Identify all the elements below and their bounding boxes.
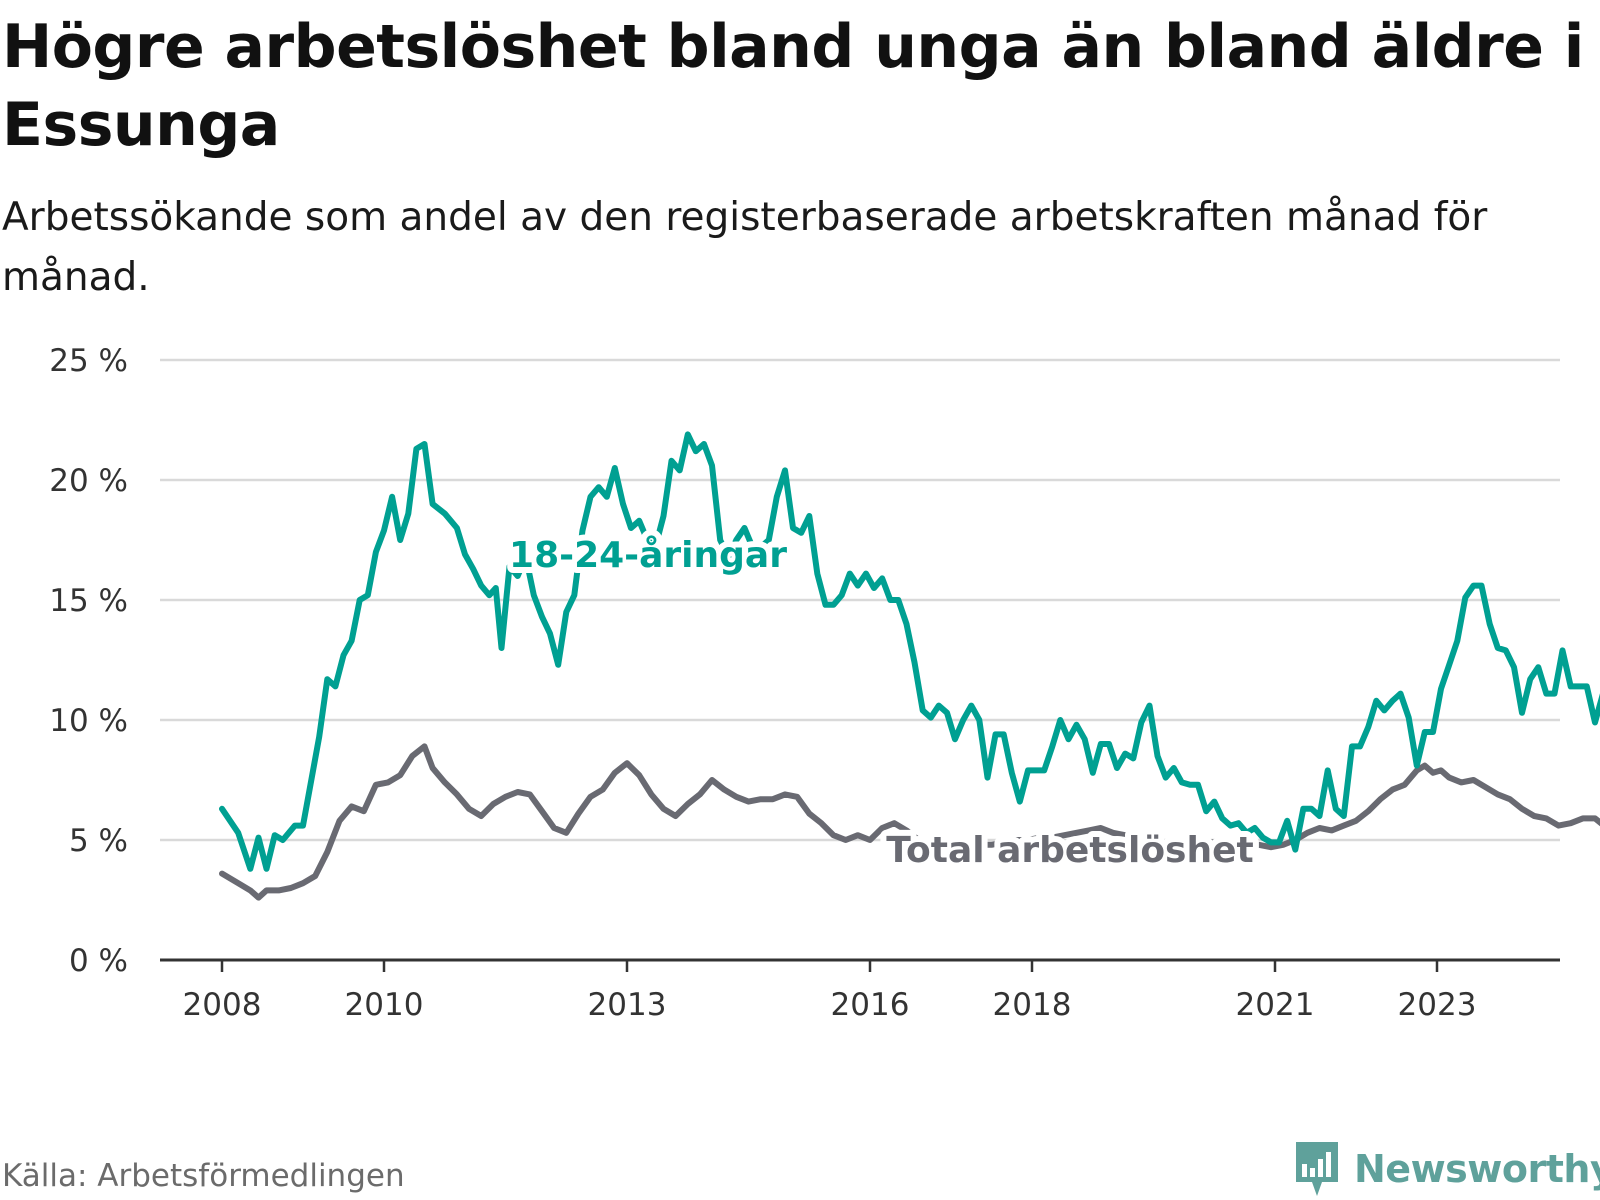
y-tick-label: 15 % [49,583,128,619]
chart-title: Högre arbetslöshet bland unga än bland ä… [2,12,1584,160]
total-series-label-halo: Total arbetslöshet [886,830,1254,871]
x-axis: 2008 2010 2013 2016 2018 2021 2023 [160,958,1560,1023]
youth-series-label: 18-24-åringar [509,535,787,576]
x-tick-label: 2010 [345,987,424,1023]
series-lines [219,431,1600,901]
brand-name: Newsworthy [1354,1147,1600,1191]
x-tick-label: 2021 [1236,987,1315,1023]
y-tick-label: 0 % [69,943,128,979]
newsworthy-chart-icon [1296,1142,1338,1196]
youth-series-line [219,431,1600,872]
y-tick-label: 10 % [49,703,128,739]
x-tick-label: 2008 [183,987,262,1023]
gridlines [160,358,1560,842]
total-series-line [219,743,1600,901]
y-tick-label: 5 % [69,823,128,859]
x-tick-label: 2018 [993,987,1072,1023]
y-tick-label: 20 % [49,463,128,499]
x-tick-label: 2013 [588,987,667,1023]
source-note: Källa: Arbetsförmedlingen [2,1158,405,1194]
y-axis-tick-labels: 0 % 5 % 10 % 15 % 20 % 25 % [49,343,128,979]
total-series-label: Total arbetslöshet [886,830,1254,871]
youth-series-label-halo: 18-24-åringar [509,535,787,576]
y-tick-label: 25 % [49,343,128,379]
chart-subtitle: Arbetssökande som andel av den registerb… [2,195,1488,300]
brand-logo[interactable]: Newsworthy [1292,1138,1600,1200]
line-chart: 0 %5 %10 %15 %20 %25 % 2008 2010 2013 2016 2… [49,343,1600,1023]
x-tick-label: 2016 [831,987,910,1023]
x-tick-label: 2023 [1398,987,1477,1023]
